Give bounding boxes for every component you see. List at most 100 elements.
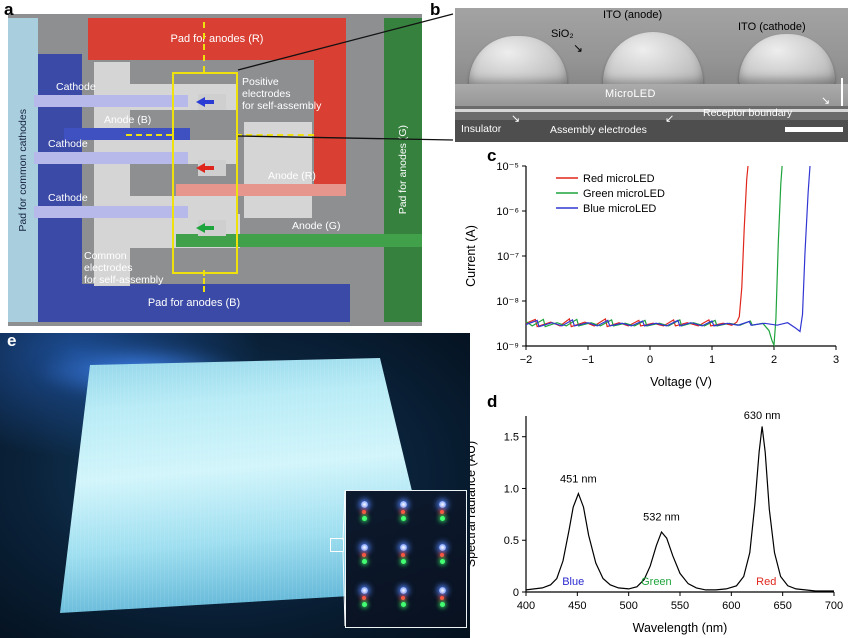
anode-r-bar xyxy=(176,184,346,196)
svg-text:2: 2 xyxy=(771,354,777,366)
pixel-cluster xyxy=(437,501,447,521)
ito-cathode-label: ITO (cathode) xyxy=(738,21,806,33)
pixel-cluster xyxy=(398,544,408,564)
spectrum-chart: 400 450 500 550 600 650 700 0 0.5 1.0 1.5 Wavelengt… xyxy=(460,396,850,638)
svg-text:10⁻⁸: 10⁻⁸ xyxy=(496,296,519,308)
blue-led-dot xyxy=(399,587,407,594)
highlight-dash xyxy=(203,22,205,72)
svg-text:532 nm: 532 nm xyxy=(643,512,680,524)
scale-bar xyxy=(785,127,843,132)
green-led-dot xyxy=(439,602,445,607)
microled-layer xyxy=(455,84,848,106)
svg-text:Voltage (V): Voltage (V) xyxy=(650,375,712,389)
pixel-cluster xyxy=(359,544,369,564)
blue-led-dot xyxy=(360,544,368,551)
red-led-dot xyxy=(401,596,405,600)
svg-text:0: 0 xyxy=(647,354,653,366)
pixel-cluster xyxy=(359,501,369,521)
insulator-label: Insulator xyxy=(461,123,502,135)
blue-led-dot xyxy=(399,544,407,551)
svg-text:500: 500 xyxy=(619,600,637,612)
panel-d-label: d xyxy=(487,392,498,411)
svg-text:451 nm: 451 nm xyxy=(560,473,597,485)
svg-text:600: 600 xyxy=(722,600,740,612)
blue-led-dot xyxy=(438,544,446,551)
svg-text:0.5: 0.5 xyxy=(504,535,519,547)
pixel-cluster xyxy=(359,587,369,607)
receptor-arrow-icon: ↘ xyxy=(821,95,831,107)
microled-label: MicroLED xyxy=(605,88,656,100)
pixel-cluster xyxy=(398,501,408,521)
panel-c-label: c xyxy=(487,146,497,165)
pad-anodes-b-label: Pad for anodes (B) xyxy=(147,297,241,309)
svg-text:Red microLED: Red microLED xyxy=(583,173,655,185)
svg-text:3: 3 xyxy=(833,354,839,366)
svg-text:Green: Green xyxy=(641,576,672,588)
pixel-cluster xyxy=(437,544,447,564)
highlight-dash xyxy=(236,134,314,136)
svg-text:−2: −2 xyxy=(520,354,533,366)
highlight-dash xyxy=(203,270,205,292)
pad-common-cathodes: Pad for common cathodes xyxy=(8,18,38,322)
common-electrodes-note: Common electrodes for self-assembly xyxy=(84,250,164,287)
insulator-arrow-icon: ↘ xyxy=(511,113,521,125)
svg-text:Red: Red xyxy=(756,576,776,588)
cathode-1-label: Cathode xyxy=(56,81,96,93)
ito-anode-label: ITO (anode) xyxy=(603,9,663,21)
assembly-electrode-line xyxy=(455,109,848,112)
pad-common-cathodes-label: Pad for common cathodes xyxy=(17,108,29,232)
zoom-source-marker xyxy=(330,538,344,552)
receptor-boundary-line xyxy=(841,78,843,106)
svg-text:700: 700 xyxy=(825,600,843,612)
red-led-dot xyxy=(362,596,366,600)
sio2-label: SiO₂ xyxy=(551,28,574,40)
green-led-dot xyxy=(400,559,406,564)
pixel-cluster xyxy=(398,587,408,607)
green-led-dot xyxy=(439,516,445,521)
blue-led-dot xyxy=(438,587,446,594)
svg-text:10⁻⁶: 10⁻⁶ xyxy=(496,206,519,218)
microled-dome xyxy=(603,32,703,88)
highlight-dash xyxy=(126,134,172,136)
blue-led-dot xyxy=(360,501,368,508)
cathode-3-label: Cathode xyxy=(48,192,88,204)
green-led-dot xyxy=(361,602,367,607)
blue-led-dot xyxy=(399,501,407,508)
svg-text:Blue microLED: Blue microLED xyxy=(583,203,656,215)
green-led-dot xyxy=(439,559,445,564)
highlight-box xyxy=(172,72,238,274)
svg-text:1.5: 1.5 xyxy=(504,432,519,444)
anode-r-label: Anode (R) xyxy=(268,170,316,182)
sio2-arrow-icon: ↘ xyxy=(573,41,584,55)
anode-b-label: Anode (B) xyxy=(104,114,152,126)
pad-anodes-r-label: Pad for anodes (R) xyxy=(170,33,264,45)
svg-text:Wavelength (nm): Wavelength (nm) xyxy=(633,621,728,635)
red-led-arrow-icon xyxy=(196,163,214,173)
red-led-dot xyxy=(362,510,366,514)
blue-led-dot xyxy=(360,587,368,594)
assembly-arrow-icon: ↙ xyxy=(665,113,675,125)
green-led-dot xyxy=(361,516,367,521)
assembly-electrodes-label: Assembly electrodes xyxy=(550,124,647,136)
positive-electrodes-note: Positive electrodes for self-assembly xyxy=(242,76,322,113)
panel-b-label: b xyxy=(430,0,441,19)
svg-text:Green microLED: Green microLED xyxy=(583,188,665,200)
svg-text:10⁻⁷: 10⁻⁷ xyxy=(497,251,519,263)
green-led-arrow-icon xyxy=(196,223,214,233)
green-led-dot xyxy=(361,559,367,564)
pad-anodes-g: Pad for anodes (G) xyxy=(384,18,422,322)
red-led-dot xyxy=(401,510,405,514)
panel-e-label: e xyxy=(7,331,17,350)
cathode-2-label: Cathode xyxy=(48,138,88,150)
svg-text:Blue: Blue xyxy=(562,576,584,588)
red-led-dot xyxy=(440,553,444,557)
pixel-cluster xyxy=(437,587,447,607)
sem-image: SiO₂ ↘ ITO (anode) ITO (cathode) MicroLE… xyxy=(455,8,848,142)
svg-text:Current (A): Current (A) xyxy=(464,225,478,287)
green-led-dot xyxy=(400,602,406,607)
anode-g-label: Anode (G) xyxy=(292,220,341,232)
iv-curve-chart: −2 −1 0 1 2 3 10⁻⁵ 10⁻⁶ 10⁻⁷ 10⁻⁸ 10⁻⁹ Voltage (V) C… xyxy=(460,152,850,397)
receptor-boundary-label: Receptor boundary xyxy=(703,107,793,119)
substrate-layer xyxy=(455,120,848,142)
